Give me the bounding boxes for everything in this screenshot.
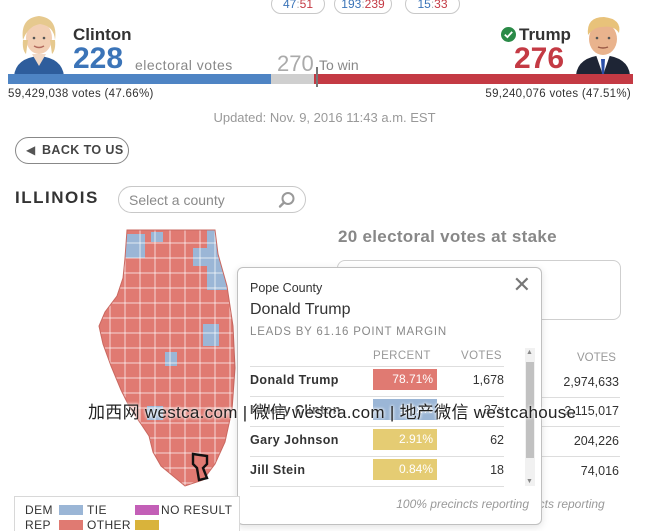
candidate-votes: 62 <box>490 433 504 447</box>
candidate-row: Jill Stein 0.84% 18 <box>250 456 504 486</box>
row-divider <box>540 456 620 457</box>
candidate-row: Gary Johnson 2.91% 62 <box>250 426 504 456</box>
pill-rep-count: 239 <box>364 0 385 11</box>
legend-dem-label: DEM <box>25 503 53 517</box>
tooltip-leader-name: Donald Trump <box>250 301 351 318</box>
candidate-votes: 18 <box>490 463 504 477</box>
trump-avatar <box>574 9 632 75</box>
row-divider <box>250 396 504 397</box>
candidate-name: Hillary Clinton <box>250 403 341 417</box>
legend-other-label: OTHER <box>87 518 131 531</box>
state-vote-value: 74,016 <box>580 464 619 478</box>
votes-header: VOTES <box>461 350 502 362</box>
pill-rep-count: 33 <box>434 0 448 11</box>
county-search-input[interactable] <box>129 191 279 209</box>
legend-dem-swatch <box>59 505 83 515</box>
clinton-popular-votes: 59,429,038 votes (47.66%) <box>8 88 154 100</box>
updated-timestamp: Updated: Nov. 9, 2016 11:43 a.m. EST <box>213 110 436 125</box>
legend-rep-swatch <box>59 520 83 530</box>
trump-name: Trump <box>519 25 571 44</box>
header-divider <box>250 366 504 367</box>
row-divider <box>540 397 620 398</box>
candidate-row: Hillary Clinton 17.x% 37x <box>250 396 504 426</box>
state-votes-header: VOTES <box>577 352 616 364</box>
scrollbar-thumb[interactable] <box>526 362 534 458</box>
percent-bar: 17.x% <box>373 399 437 420</box>
row-divider <box>250 426 504 427</box>
electoral-votes-at-stake: 20 electoral votes at stake <box>338 227 557 246</box>
illinois-county-map[interactable] <box>95 228 245 490</box>
clinton-avatar <box>10 10 68 76</box>
candidate-votes: 1,678 <box>472 373 504 387</box>
county-tooltip: ✕ Pope County Donald Trump LEADS BY 61.1… <box>237 267 542 525</box>
legend-no-result-label: NO RESULT <box>161 503 233 517</box>
scroll-up-icon[interactable]: ▲ <box>526 349 533 356</box>
threshold-marker <box>316 67 318 87</box>
row-divider <box>250 486 504 487</box>
back-to-us-button[interactable]: ◀ BACK TO US <box>15 137 129 164</box>
tooltip-county-name: Pope County <box>250 281 323 295</box>
search-icon[interactable] <box>278 191 296 209</box>
watermark: 加西网 westca.com | 微信 westca.com | 地产微信 we… <box>88 403 577 422</box>
state-precincts-reporting: ncts reporting <box>532 497 605 511</box>
ev-count-pill: 193:239 <box>334 0 392 14</box>
state-vote-value: 2,115,017 <box>564 404 619 418</box>
candidate-votes: 37x <box>483 403 504 417</box>
legend-rep-label: REP <box>25 518 51 531</box>
threshold-number: 270 <box>277 51 314 76</box>
candidate-name: Donald Trump <box>250 373 339 387</box>
electoral-votes-label: electoral votes <box>135 57 233 73</box>
undecided-bar <box>271 74 314 84</box>
county-search[interactable] <box>118 186 306 213</box>
legend-no-result-swatch <box>135 505 159 515</box>
tooltip-scrollbar[interactable]: ▲ ▼ <box>525 348 535 486</box>
state-title: ILLINOIS <box>15 188 99 207</box>
candidate-row: Donald Trump 78.71% 1,678 <box>250 366 504 396</box>
legend-other-swatch <box>135 520 159 530</box>
close-icon[interactable]: ✕ <box>512 272 531 297</box>
pill-dem-count: 15 <box>417 0 431 11</box>
state-vote-value: 204,226 <box>573 434 619 448</box>
winner-check-icon <box>501 27 516 42</box>
back-arrow-icon: ◀ <box>26 143 36 157</box>
trump-popular-votes: 59,240,076 votes (47.51%) <box>485 88 631 100</box>
legend-tie-label: TIE <box>87 503 107 517</box>
pill-dem-count: 193 <box>341 0 362 11</box>
percent-bar: 0.84% <box>373 459 437 480</box>
back-button-label: BACK TO US <box>42 143 124 157</box>
senate-count-pill: 15:33 <box>405 0 460 14</box>
candidate-name: Gary Johnson <box>250 433 339 447</box>
clinton-electoral-votes: 228 <box>73 42 124 75</box>
scroll-down-icon[interactable]: ▼ <box>526 478 533 485</box>
threshold-label: To win <box>319 57 359 73</box>
map-legend: DEM TIE NO RESULT REP OTHER <box>14 496 240 531</box>
pill-rep-count: 51 <box>299 0 314 11</box>
clinton-ev-bar <box>8 74 271 84</box>
state-vote-value: 2,974,633 <box>563 375 619 389</box>
clinton-name: Clinton <box>73 25 132 44</box>
percent-bar: 78.71% <box>373 369 437 390</box>
trump-electoral-votes: 276 <box>514 42 565 75</box>
state-count-pill: 47:51 <box>271 0 325 14</box>
percent-bar: 2.91% <box>373 429 437 450</box>
trump-ev-bar <box>314 74 633 84</box>
row-divider <box>250 456 504 457</box>
percent-header: PERCENT <box>373 350 431 362</box>
tooltip-margin: LEADS BY 61.16 POINT MARGIN <box>250 326 447 338</box>
pill-dem-count: 47 <box>282 0 297 11</box>
row-divider <box>540 426 620 427</box>
candidate-name: Jill Stein <box>250 463 306 477</box>
precincts-reporting: 100% precincts reporting <box>396 497 529 511</box>
